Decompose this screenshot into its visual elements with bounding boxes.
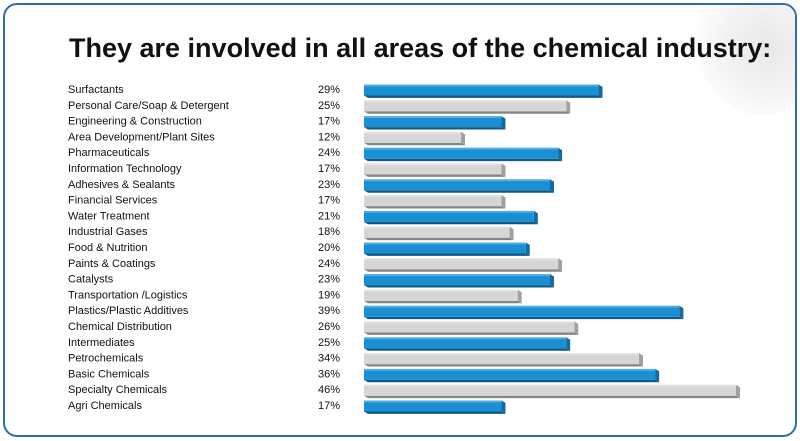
category-label: Area Development/Plant Sites bbox=[68, 131, 215, 143]
category-label: Paints & Coatings bbox=[68, 258, 156, 270]
category-label: Personal Care/Soap & Detergent bbox=[68, 100, 229, 112]
category-label: Financial Services bbox=[68, 195, 158, 207]
value-label: 36% bbox=[318, 368, 340, 380]
bar bbox=[364, 274, 554, 288]
bar bbox=[364, 179, 554, 193]
category-label: Intermediates bbox=[68, 337, 135, 349]
bar bbox=[364, 147, 563, 162]
value-label: 18% bbox=[318, 226, 340, 238]
bar bbox=[364, 368, 660, 383]
bar bbox=[364, 163, 506, 177]
value-label: 17% bbox=[318, 163, 340, 175]
value-label: 26% bbox=[318, 321, 340, 333]
bar bbox=[364, 305, 684, 320]
value-label: 17% bbox=[318, 400, 340, 412]
category-label: Petrochemicals bbox=[68, 353, 144, 365]
bar bbox=[364, 384, 740, 399]
bar bbox=[364, 131, 466, 146]
value-label: 12% bbox=[318, 131, 340, 143]
value-label: 24% bbox=[318, 147, 340, 159]
category-label: Plastics/Plastic Additives bbox=[68, 305, 189, 317]
value-label: 17% bbox=[318, 195, 340, 207]
bar bbox=[364, 337, 571, 351]
category-label: Agri Chemicals bbox=[68, 400, 142, 412]
category-label: Food & Nutrition bbox=[68, 242, 147, 254]
value-label: 29% bbox=[318, 84, 340, 96]
value-label: 25% bbox=[318, 100, 340, 112]
value-label: 17% bbox=[318, 116, 340, 128]
value-label: 34% bbox=[318, 353, 340, 365]
value-label: 21% bbox=[318, 210, 340, 222]
category-label: Industrial Gases bbox=[68, 226, 148, 238]
value-label: 25% bbox=[318, 337, 340, 349]
category-label: Transportation /Logistics bbox=[68, 289, 188, 301]
category-label: Information Technology bbox=[68, 163, 182, 175]
bar bbox=[364, 400, 506, 414]
bar bbox=[364, 242, 530, 256]
bar bbox=[364, 195, 506, 209]
category-label: Catalysts bbox=[68, 274, 114, 286]
bar bbox=[364, 289, 522, 304]
page-title: They are involved in all areas of the ch… bbox=[69, 33, 772, 63]
category-label: Surfactants bbox=[68, 84, 124, 96]
category-label: Water Treatment bbox=[68, 210, 150, 222]
bar bbox=[364, 321, 579, 335]
value-label: 23% bbox=[318, 274, 340, 286]
bar bbox=[364, 100, 571, 114]
value-label: 24% bbox=[318, 258, 340, 270]
value-label: 23% bbox=[318, 179, 340, 191]
value-label: 39% bbox=[318, 305, 340, 317]
category-label: Specialty Chemicals bbox=[68, 384, 168, 396]
bar bbox=[364, 353, 643, 367]
category-label: Pharmaceuticals bbox=[68, 147, 150, 159]
bar bbox=[364, 116, 506, 130]
value-label: 20% bbox=[318, 242, 340, 254]
value-label: 19% bbox=[318, 289, 340, 301]
category-label: Adhesives & Sealants bbox=[68, 179, 176, 191]
value-label: 46% bbox=[318, 384, 340, 396]
bar bbox=[364, 226, 514, 241]
category-label: Engineering & Construction bbox=[68, 116, 202, 128]
category-label: Chemical Distribution bbox=[68, 321, 172, 333]
bar bbox=[364, 258, 563, 272]
category-label: Basic Chemicals bbox=[68, 368, 150, 380]
bar bbox=[364, 210, 538, 225]
bar bbox=[364, 84, 603, 98]
